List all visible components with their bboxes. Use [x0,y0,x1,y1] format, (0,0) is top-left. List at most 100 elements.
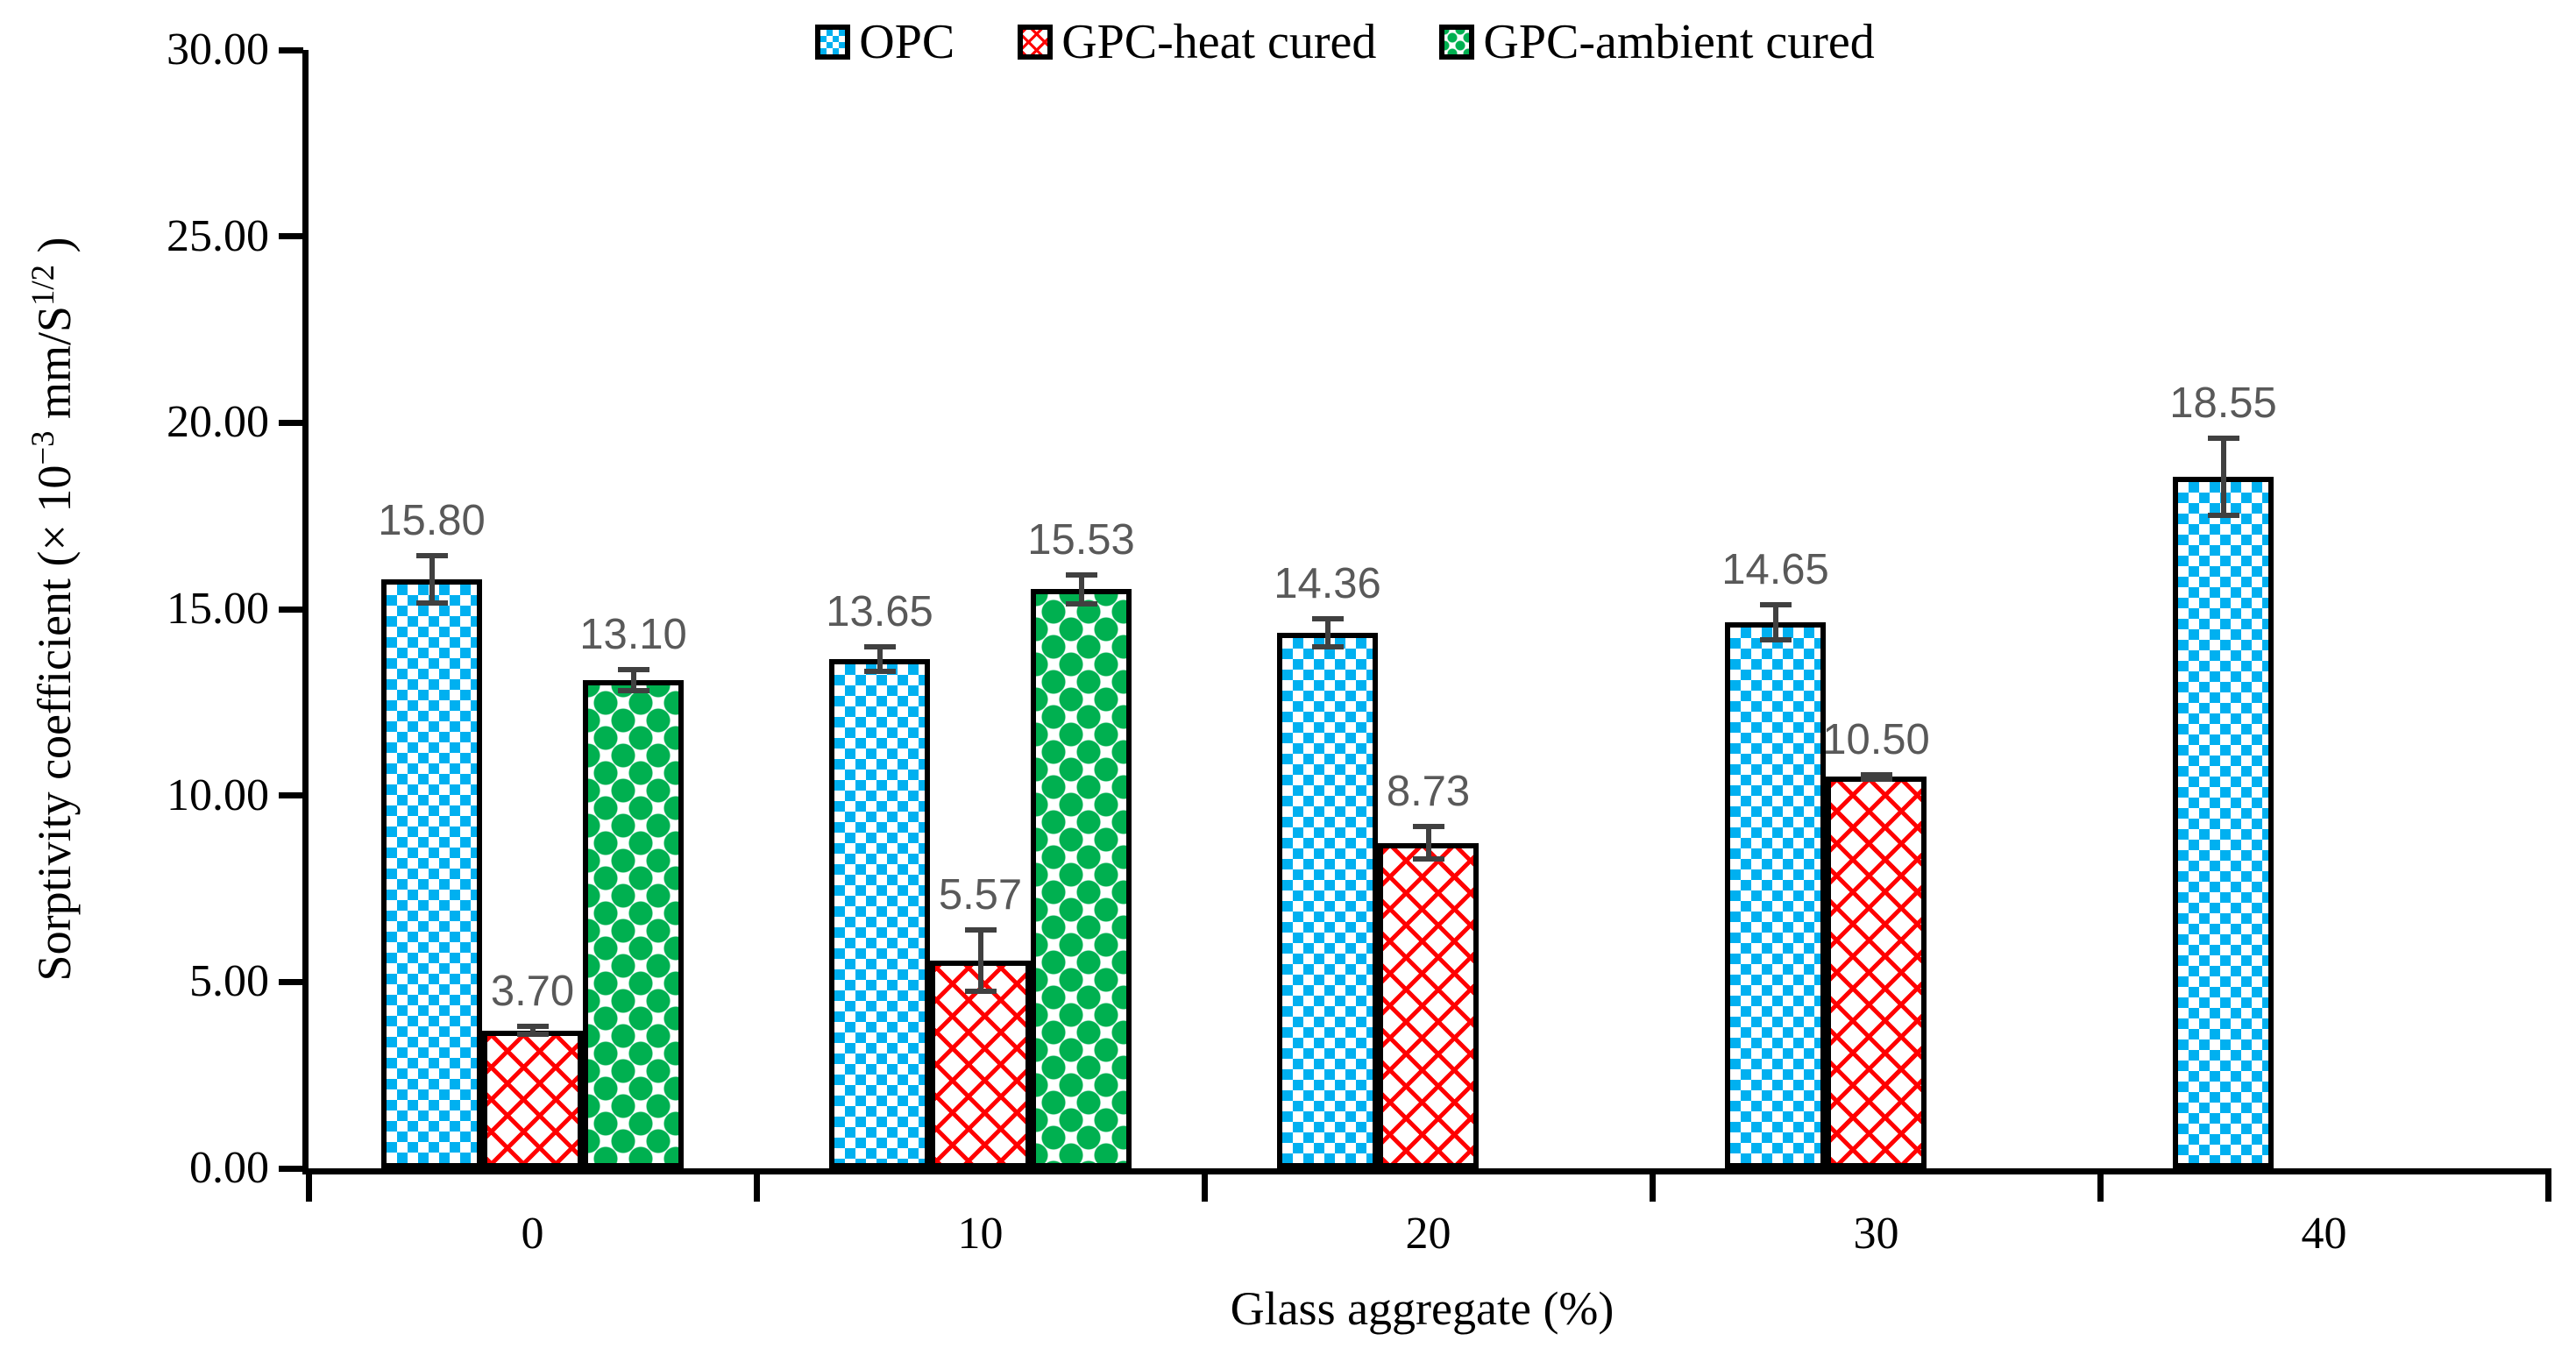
y-axis-tick [279,419,303,426]
error-bar [415,553,448,606]
bar-opc-20 [1277,633,1378,1168]
legend-label-gpc-ambient: GPC-ambient cured [1483,15,1875,69]
legend-swatch-gpc-heat [1018,25,1054,60]
error-bar-line [1324,616,1331,650]
legend-item-gpc-ambient: GPC-ambient cured [1439,14,1875,70]
error-bar-cap-bottom [617,687,649,693]
error-bar [2207,436,2239,518]
error-bar-line [2220,436,2226,518]
error-bar-cap-bottom [1860,776,1892,782]
bar-value-label: 5.57 [938,870,1023,919]
error-bar-cap-bottom [1065,600,1097,607]
error-bar-cap-top [617,666,649,672]
x-axis-tick [1649,1168,1656,1202]
x-axis-tick [753,1168,760,1202]
bar-value-label: 10.50 [1822,716,1930,764]
y-axis-tick [279,233,303,240]
error-bar-cap-bottom [1412,855,1444,862]
error-bar [1759,601,1792,643]
x-axis-title: Glass aggregate (%) [1230,1282,1614,1335]
y-tick-label: 5.00 [189,956,269,1007]
x-axis-tick [1201,1168,1208,1202]
error-bar-cap-bottom [2207,512,2239,518]
y-axis-title-text: Sorptivity coefficient (× 10 [28,465,81,982]
error-bar-line [1078,572,1084,607]
y-tick-label: 15.00 [167,584,269,634]
error-bar-cap-top [2207,436,2239,442]
error-bar-cap-bottom [863,669,896,675]
y-axis-title-unit-exponent: 1/2 [25,265,60,306]
error-bar [863,644,896,675]
error-bar-cap-top [516,1024,549,1029]
y-axis-tick [279,1165,303,1172]
bar-value-label: 15.53 [1027,516,1135,564]
error-bar-cap-top [964,926,997,933]
bar-value-label: 14.65 [1721,545,1829,593]
error-bar-cap-bottom [1311,644,1344,650]
error-bar-cap-bottom [516,1032,549,1038]
error-bar [1412,824,1444,862]
bar-gpc-ambient-10 [1031,589,1132,1168]
legend: OPC GPC-heat cured GPC-ambient cured [114,14,2576,70]
bar-value-label: 15.80 [378,497,486,545]
error-bar-cap-top [1065,572,1097,578]
bar-opc-0 [381,578,482,1168]
x-category-label: 10 [957,1209,1004,1259]
bar-value-label: 13.65 [826,588,933,636]
error-bar-cap-top [1412,824,1444,830]
legend-item-gpc-heat: GPC-heat cured [1018,14,1376,70]
bar-value-label: 8.73 [1386,768,1471,816]
bar-gpc-heat-30 [1826,777,1927,1168]
legend-swatch-gpc-ambient [1439,25,1475,60]
y-tick-label: 0.00 [189,1143,269,1193]
bar-gpc-heat-10 [930,961,1031,1168]
error-bar [964,926,997,995]
x-category-label: 40 [2301,1209,2347,1259]
plot-area: 0.00 5.00 10.00 15.00 20.00 25.00 30.00 0 10 20 30… [167,25,2551,1259]
y-axis-tick [279,46,303,53]
x-axis-tick [2544,1168,2551,1202]
bar-gpc-heat-20 [1378,842,1479,1168]
y-tick-label: 25.00 [167,210,269,261]
y-tick-label: 20.00 [167,397,269,448]
y-axis-title-exponent: −3 [25,430,60,465]
bar-opc-10 [829,659,930,1168]
y-tick-label: 10.00 [167,770,269,820]
error-bar-cap-bottom [964,989,997,995]
bar-opc-30 [1725,621,1826,1168]
error-bar [1065,572,1097,607]
bar-opc-40 [2173,477,2274,1168]
bar-value-label: 14.36 [1274,560,1381,608]
y-axis-tick [279,792,303,799]
error-bar [617,666,649,693]
error-bar-line [977,926,983,995]
x-axis-tick [2097,1168,2104,1202]
error-bar-cap-top [415,553,448,559]
y-tick-label: 30.00 [167,25,269,74]
x-category-label: 0 [521,1209,544,1259]
error-bar-line [1772,601,1778,643]
error-bar-cap-bottom [1759,637,1792,643]
legend-item-opc: OPC [815,14,954,70]
error-bar-cap-top [863,644,896,650]
legend-label-opc: OPC [859,15,955,69]
bar-value-label: 18.55 [2169,380,2277,428]
y-axis-tick [279,978,303,985]
error-bar-line [429,553,435,606]
bar-gpc-ambient-0 [583,679,684,1168]
x-category-label: 20 [1405,1209,1451,1259]
legend-swatch-opc [815,25,851,60]
bar-value-label: 13.10 [579,610,687,658]
error-bar [1860,772,1892,782]
error-bar-line [876,644,883,675]
error-bar [516,1024,549,1038]
error-bar-cap-top [1311,616,1344,622]
error-bar-cap-top [1759,601,1792,607]
error-bar-line [1425,824,1431,862]
x-axis-tick [305,1168,312,1202]
bar-gpc-heat-0 [482,1030,583,1168]
error-bar-cap-top [1860,772,1892,778]
bar-value-label: 3.70 [490,967,575,1015]
error-bar-line [630,666,636,693]
